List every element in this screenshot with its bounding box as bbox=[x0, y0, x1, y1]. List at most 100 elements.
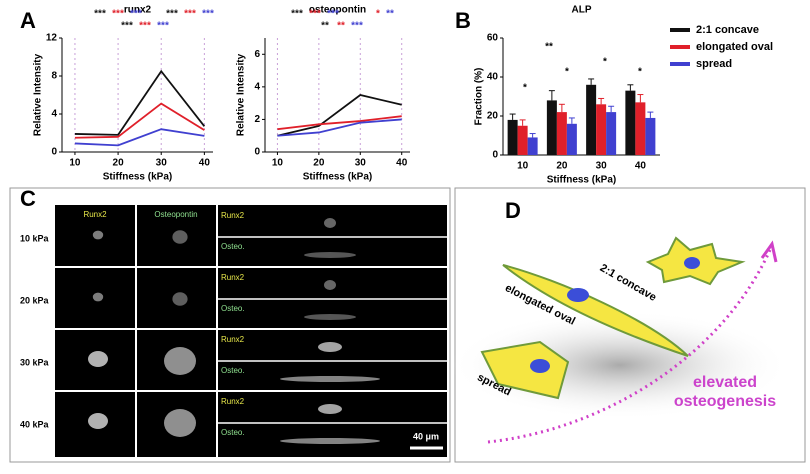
y-tick-label: 6 bbox=[254, 49, 260, 60]
annotation: *** bbox=[157, 21, 169, 32]
column-header: Osteopontin bbox=[154, 210, 197, 219]
strip-label: Osteo. bbox=[221, 242, 245, 251]
y-tick-label: 2 bbox=[254, 114, 260, 125]
nucleus bbox=[530, 359, 550, 373]
annotation: ** bbox=[545, 42, 553, 53]
chart-title: osteopontin bbox=[309, 5, 366, 16]
nucleus bbox=[684, 257, 700, 269]
cell-signal bbox=[88, 351, 108, 367]
x-axis-label: Stiffness (kPa) bbox=[303, 172, 372, 183]
annotation: * bbox=[638, 67, 642, 78]
strip-label: Runx2 bbox=[221, 211, 245, 220]
y-tick-label: 60 bbox=[487, 33, 499, 44]
nucleus bbox=[567, 288, 589, 302]
trend-arrow bbox=[487, 249, 772, 444]
annotation: *** bbox=[309, 9, 321, 20]
strip-label: Osteo. bbox=[221, 428, 245, 437]
annotation: ** bbox=[321, 21, 329, 32]
annotation: *** bbox=[166, 9, 178, 20]
bar bbox=[625, 90, 636, 155]
cell-signal bbox=[318, 404, 342, 414]
scale-bar-label: 40 μm bbox=[413, 431, 439, 441]
panel-label: C bbox=[20, 186, 36, 211]
annotation: ** bbox=[337, 21, 345, 32]
spread-cell bbox=[480, 340, 570, 400]
y-tick-label: 0 bbox=[492, 150, 498, 161]
series-line bbox=[277, 94, 402, 137]
cell-signal bbox=[172, 230, 188, 244]
annotation: ** bbox=[386, 9, 394, 20]
cell-signal bbox=[304, 252, 356, 258]
annotation: *** bbox=[327, 9, 339, 20]
y-axis-label: Fraction (%) bbox=[474, 68, 485, 126]
bar bbox=[507, 119, 518, 155]
cell-signal bbox=[92, 292, 104, 302]
x-tick-label: 40 bbox=[635, 161, 647, 172]
legend-label: spread bbox=[696, 58, 732, 70]
annotation: *** bbox=[184, 9, 196, 20]
bar bbox=[527, 137, 538, 155]
y-tick-label: 0 bbox=[254, 147, 260, 158]
y-tick-label: 0 bbox=[51, 147, 57, 158]
annotation: *** bbox=[351, 21, 363, 32]
annotation: *** bbox=[112, 9, 124, 20]
annotation: * bbox=[376, 9, 380, 20]
strip-label: Runx2 bbox=[221, 335, 245, 344]
bar bbox=[645, 117, 656, 155]
bar bbox=[606, 112, 617, 155]
x-tick-label: 10 bbox=[517, 161, 529, 172]
column-header: Runx2 bbox=[83, 210, 107, 219]
bar bbox=[586, 84, 597, 155]
cell-signal bbox=[92, 230, 104, 240]
strip-label: Runx2 bbox=[221, 397, 245, 406]
annotation: *** bbox=[291, 9, 303, 20]
cell-signal bbox=[318, 342, 342, 352]
cell-signal bbox=[304, 314, 356, 320]
annotation: *** bbox=[202, 9, 214, 20]
micrograph-area bbox=[55, 205, 447, 457]
cell-signal bbox=[164, 409, 196, 437]
annotation: * bbox=[603, 57, 607, 68]
y-tick-label: 12 bbox=[46, 33, 58, 44]
annotation: *** bbox=[94, 9, 106, 20]
caption: elevated bbox=[693, 374, 757, 391]
cell-signal bbox=[324, 280, 336, 290]
cell-signal bbox=[172, 292, 188, 306]
legend-label: 2:1 concave bbox=[696, 24, 759, 36]
panel-label: A bbox=[20, 8, 36, 33]
cell-signal bbox=[164, 347, 196, 375]
annotation: * bbox=[523, 83, 527, 94]
y-tick-label: 8 bbox=[51, 71, 57, 82]
bar bbox=[517, 125, 528, 155]
cell-signal bbox=[324, 218, 336, 228]
x-tick-label: 20 bbox=[313, 158, 325, 169]
x-tick-label: 30 bbox=[355, 158, 367, 169]
strip-label: Osteo. bbox=[221, 304, 245, 313]
row-label: 30 kPa bbox=[20, 357, 50, 367]
arrow-head bbox=[760, 240, 778, 263]
bar bbox=[566, 123, 577, 155]
series-line bbox=[74, 128, 205, 147]
series-line bbox=[74, 69, 206, 136]
y-tick-label: 20 bbox=[487, 111, 499, 122]
cell-signal bbox=[88, 413, 108, 429]
row-label: 10 kPa bbox=[20, 233, 50, 243]
panel-label: D bbox=[505, 198, 521, 223]
y-tick-label: 4 bbox=[51, 109, 57, 120]
row-label: 40 kPa bbox=[20, 419, 50, 429]
series-line bbox=[277, 118, 402, 137]
elongated-cell bbox=[502, 264, 689, 357]
x-tick-label: 10 bbox=[69, 158, 81, 169]
annotation: * bbox=[565, 67, 569, 78]
bar bbox=[596, 104, 607, 155]
bar bbox=[635, 102, 646, 155]
series-line bbox=[74, 102, 205, 139]
x-tick-label: 20 bbox=[556, 161, 568, 172]
x-axis-label: Stiffness (kPa) bbox=[547, 175, 616, 186]
chart-title: runx2 bbox=[124, 5, 152, 16]
annotation: *** bbox=[139, 21, 151, 32]
panel-label: B bbox=[455, 8, 471, 33]
legend-label: elongated oval bbox=[696, 41, 773, 53]
y-tick-label: 4 bbox=[254, 81, 260, 92]
